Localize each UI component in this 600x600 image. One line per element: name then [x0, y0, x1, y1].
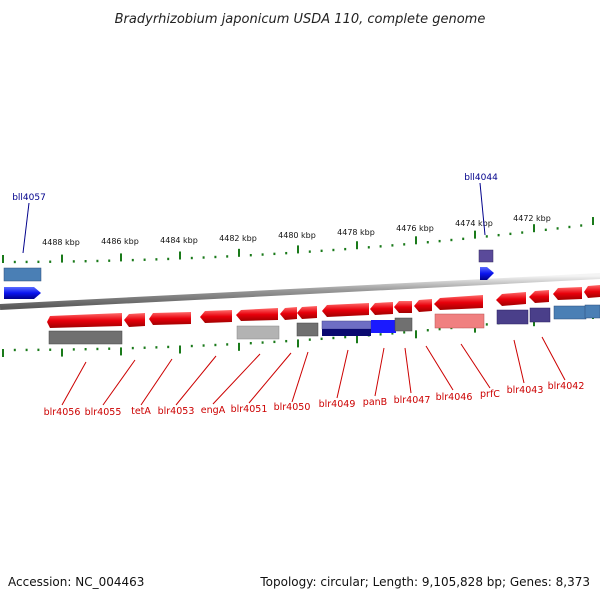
feature-block[interactable] [584, 304, 600, 319]
gene-arrow-unlabeled[interactable] [553, 287, 582, 300]
scale-labels: 4488 kbp 4486 kbp 4484 kbp 4482 kbp 4480… [42, 214, 551, 247]
gene-label-bll4044[interactable]: bll4044 [464, 173, 498, 183]
gene-arrow-blr4050[interactable] [297, 306, 317, 319]
gene-arrow-unlabeled[interactable] [584, 285, 600, 298]
scale-label: 4488 kbp [42, 238, 80, 247]
label-connector [175, 355, 217, 406]
label-connector [425, 345, 454, 391]
gene-arrow-blr4042[interactable] [529, 290, 549, 303]
feature-block[interactable] [529, 307, 551, 323]
gene-label-blr4053[interactable]: blr4053 [158, 406, 195, 417]
label-connector [248, 352, 292, 404]
gene-label-panB[interactable]: panB [363, 397, 387, 408]
scale-label: 4486 kbp [101, 237, 139, 246]
label-connector [541, 336, 566, 381]
label-connector [513, 339, 525, 384]
forward-strand-genes [47, 285, 600, 328]
gene-label-prfC[interactable]: prfC [480, 389, 500, 400]
gene-block-bll4044[interactable] [478, 249, 494, 263]
gene-label-blr4043[interactable]: blr4043 [507, 385, 544, 396]
gene-arrow-blr4047[interactable] [394, 301, 412, 313]
label-connector [479, 182, 486, 236]
scale-label: 4480 kbp [278, 231, 316, 240]
label-connector [374, 347, 385, 397]
gene-label-blr4051[interactable]: blr4051 [231, 404, 268, 415]
gene-block-bll4057[interactable] [3, 267, 42, 282]
gene-arrow-panB[interactable] [370, 302, 393, 315]
gene-label-blr4046[interactable]: blr4046 [436, 392, 473, 403]
gene-label-blr4056[interactable]: blr4056 [44, 407, 81, 418]
bottom-gene-labels: blr4056 blr4055 tetA blr4053 engA blr405… [44, 336, 585, 418]
label-connector [404, 347, 412, 394]
scale-label: 4482 kbp [219, 234, 257, 243]
label-connector [212, 353, 261, 405]
gene-arrow-blr4043[interactable] [496, 292, 526, 306]
gene-label-blr4049[interactable]: blr4049 [319, 399, 356, 410]
feature-block[interactable] [236, 325, 280, 340]
gene-arrow-bll4044[interactable] [480, 267, 494, 280]
scale-label: 4476 kbp [396, 224, 434, 233]
reverse-strand-features [3, 249, 494, 299]
accession-text: Accession: NC_004463 [8, 575, 144, 589]
gene-arrow-blr4056[interactable] [47, 313, 122, 328]
scale-label: 4474 kbp [455, 219, 493, 228]
gene-arrow-blr4046[interactable] [414, 299, 432, 312]
gene-arrow-blr4055[interactable] [124, 313, 145, 327]
label-connector [22, 202, 30, 254]
feature-block[interactable] [48, 330, 123, 345]
top-gene-labels: bll4057 bll4044 [12, 173, 498, 254]
feature-block[interactable] [322, 329, 371, 336]
gene-label-blr4055[interactable]: blr4055 [85, 407, 122, 418]
gene-arrow-engA[interactable] [236, 308, 278, 321]
gene-arrow-blr4051[interactable] [280, 307, 297, 320]
gene-arrow-tetA[interactable] [149, 312, 191, 325]
label-connector [102, 359, 136, 406]
label-connector [61, 361, 87, 406]
feature-block[interactable] [434, 313, 485, 329]
scale-label: 4478 kbp [337, 228, 375, 237]
scale-ticks-top [2, 217, 594, 264]
feature-blocks [48, 304, 600, 345]
gene-label-blr4050[interactable]: blr4050 [274, 402, 311, 413]
feature-block[interactable] [496, 309, 529, 325]
scale-label: 4472 kbp [513, 214, 551, 223]
gene-label-tetA[interactable]: tetA [131, 406, 151, 417]
feature-block[interactable] [394, 317, 413, 332]
label-connector [140, 358, 173, 406]
map-title: Bradyrhizobium japonicum USDA 110, compl… [115, 12, 486, 27]
feature-block[interactable] [321, 320, 372, 330]
scale-label: 4484 kbp [160, 236, 198, 245]
label-connector [291, 351, 309, 403]
gene-arrow-blr4049[interactable] [322, 303, 369, 317]
label-connector [336, 349, 349, 399]
label-connector [460, 343, 491, 389]
feature-block[interactable] [296, 322, 319, 337]
gene-label-engA[interactable]: engA [201, 405, 226, 416]
gene-label-bll4057[interactable]: bll4057 [12, 193, 46, 203]
gene-arrow-prfC[interactable] [434, 295, 483, 310]
feature-block[interactable] [371, 320, 396, 333]
genome-backbone [0, 273, 600, 310]
gene-label-blr4047[interactable]: blr4047 [394, 395, 431, 406]
gene-label-blr4042[interactable]: blr4042 [548, 381, 585, 392]
feature-block[interactable] [553, 305, 587, 320]
gene-arrow-blr4053[interactable] [200, 310, 232, 323]
genome-stats-text: Topology: circular; Length: 9,105,828 bp… [259, 575, 590, 589]
gene-arrow-bll4057[interactable] [4, 287, 41, 299]
